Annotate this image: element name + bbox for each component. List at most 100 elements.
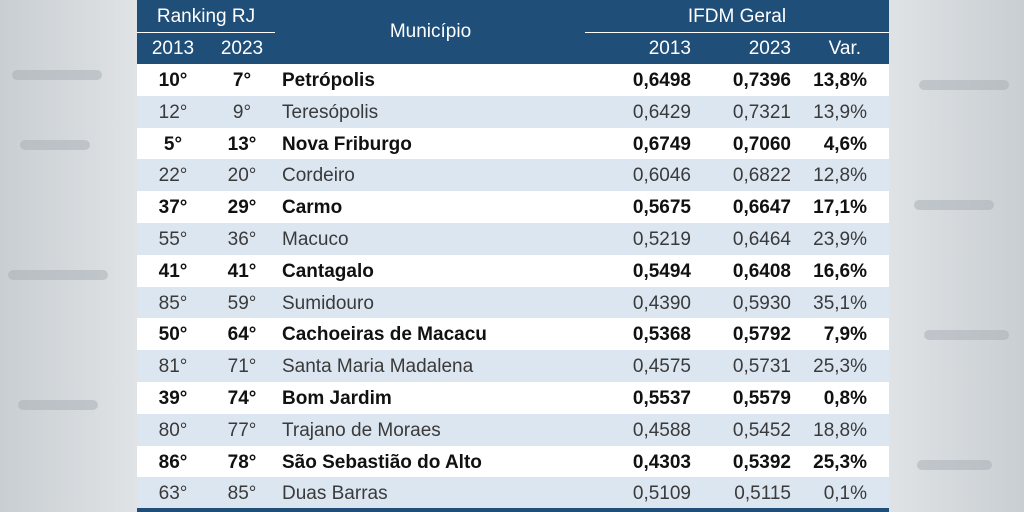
ifdm-2013-cell: 0,4390	[632, 292, 691, 314]
rank-2023-cell: 9°	[232, 101, 252, 123]
ranking-rj-header: Ranking RJ	[156, 6, 256, 27]
municipio-cell: Duas Barras	[282, 483, 388, 505]
blurred-text	[924, 330, 1009, 340]
municipio-cell: Bom Jardim	[282, 388, 392, 409]
ifdm-2023-cell: 0,5792	[732, 324, 791, 346]
var-cell: 12,8%	[813, 165, 867, 187]
var-cell: 7,9%	[823, 324, 867, 346]
ifdm-2013-cell: 0,4588	[632, 419, 691, 441]
municipio-cell: Santa Maria Madalena	[282, 356, 474, 378]
rank-2023-cell: 20°	[227, 165, 257, 187]
blurred-text	[8, 270, 108, 280]
ifdm-2013-cell: 0,5219	[632, 229, 691, 250]
ifdm-2013-cell: 0,6498	[632, 70, 691, 91]
ifdm-2023-header: 2023	[748, 38, 791, 59]
rank-2013-cell: 22°	[158, 165, 188, 187]
rank-2013-cell: 81°	[158, 356, 188, 378]
blurred-text	[917, 460, 992, 470]
table-bottom-border	[137, 508, 889, 512]
rank-2013-cell: 80°	[158, 419, 188, 441]
rank-2023-header: 2023	[220, 38, 264, 59]
municipio-cell: Nova Friburgo	[282, 133, 412, 155]
ifdm-2023-cell: 0,5731	[732, 356, 791, 378]
rank-2023-cell: 59°	[227, 292, 257, 314]
municipio-cell: Sumidouro	[282, 292, 374, 314]
table-row: 12° 9° Teresópolis 0,6429 0,7321 13,9%	[137, 95, 889, 128]
rank-2023-cell: 7°	[232, 70, 252, 91]
ifdm-2023-cell: 0,5115	[734, 483, 791, 505]
rank-2023-cell: 41°	[227, 260, 257, 282]
var-cell: 23,9%	[813, 229, 867, 250]
var-cell: 16,6%	[813, 260, 867, 282]
rank-2023-cell: 78°	[227, 451, 257, 473]
ifdm-2013-cell: 0,5537	[632, 388, 691, 409]
var-cell: 0,8%	[823, 388, 867, 409]
rank-2023-cell: 36°	[227, 229, 257, 250]
rank-2023-cell: 29°	[227, 197, 257, 219]
rank-2013-cell: 39°	[158, 388, 188, 409]
ifdm-2013-cell: 0,5109	[632, 483, 691, 505]
rank-2023-cell: 85°	[227, 483, 257, 505]
var-cell: 25,3%	[813, 356, 867, 378]
blurred-text	[914, 200, 994, 210]
table-row: 41° 41° Cantagalo 0,5494 0,6408 16,6%	[137, 254, 889, 287]
table-row: 10° 7° Petrópolis 0,6498 0,7396 13,8%	[137, 64, 889, 96]
blurred-background-right	[889, 0, 1024, 512]
ifdm-2013-cell: 0,5368	[632, 324, 691, 346]
rank-2013-cell: 86°	[158, 451, 188, 473]
municipio-header: Município	[389, 21, 472, 42]
rank-2023-cell: 71°	[227, 356, 257, 378]
rank-2013-cell: 12°	[158, 101, 188, 123]
municipio-cell: Cantagalo	[282, 260, 374, 282]
ifdm-2023-cell: 0,5452	[732, 419, 791, 441]
ifdm-2023-cell: 0,6408	[732, 260, 791, 282]
blurred-text	[12, 70, 102, 80]
ifdm-2013-cell: 0,6429	[632, 101, 691, 123]
var-cell: 0,1%	[823, 483, 867, 505]
rank-2013-cell: 10°	[158, 70, 188, 91]
ifdm-2023-cell: 0,7321	[732, 101, 791, 123]
ifdm-2013-cell: 0,4303	[632, 451, 691, 473]
ifdm-2023-cell: 0,6464	[732, 229, 791, 250]
table-row: 80° 77° Trajano de Moraes 0,4588 0,5452 18,8%	[137, 413, 889, 446]
rank-2013-cell: 55°	[158, 229, 188, 250]
var-cell: 17,1%	[813, 197, 867, 219]
rank-2013-cell: 37°	[158, 197, 188, 219]
ifdm-2013-cell: 0,6749	[632, 133, 691, 155]
rank-2013-cell: 41°	[158, 260, 188, 282]
header-divider	[137, 32, 275, 33]
ifdm-2023-cell: 0,7060	[732, 133, 791, 155]
rank-2023-cell: 74°	[227, 388, 257, 409]
table-row: 37° 29° Carmo 0,5675 0,6647 17,1%	[137, 191, 889, 223]
rank-2013-cell: 5°	[163, 133, 183, 155]
var-cell: 18,8%	[813, 419, 867, 441]
rank-2023-cell: 13°	[227, 133, 257, 155]
table-row: 86° 78° São Sebastião do Alto 0,4303 0,5392 2…	[137, 445, 889, 478]
table-row: 50° 64° Cachoeiras de Macacu 0,5368 0,5792 7,…	[137, 318, 889, 351]
rank-2013-cell: 63°	[158, 483, 188, 505]
municipio-cell: Teresópolis	[282, 101, 379, 123]
var-cell: 4,6%	[823, 133, 867, 155]
rank-2023-cell: 64°	[227, 324, 257, 346]
ifdm-2023-cell: 0,5392	[732, 451, 791, 473]
rank-2013-header: 2013	[151, 38, 195, 59]
blurred-text	[20, 140, 90, 150]
table-row: 85° 59° Sumidouro 0,4390 0,5930 35,1%	[137, 286, 889, 319]
blurred-text	[18, 400, 98, 410]
rank-2013-cell: 85°	[158, 292, 188, 314]
blurred-text	[919, 80, 1009, 90]
table-row: 39° 74° Bom Jardim 0,5537 0,5579 0,8%	[137, 382, 889, 414]
table-row: 5° 13° Nova Friburgo 0,6749 0,7060 4,6%	[137, 127, 889, 160]
ifdm-2023-cell: 0,6822	[732, 165, 791, 187]
ifdm-geral-header: IFDM Geral	[687, 6, 787, 27]
header-divider	[585, 32, 889, 33]
municipio-cell: Carmo	[282, 197, 343, 219]
ifdm-2013-header: 2013	[648, 38, 691, 59]
municipio-cell: Cordeiro	[282, 165, 355, 187]
municipio-cell: São Sebastião do Alto	[282, 451, 482, 473]
ifdm-2013-cell: 0,5675	[632, 197, 691, 219]
table-header: Ranking RJ 2013 2023 Município IFDM Gera…	[137, 0, 889, 64]
var-cell: 35,1%	[813, 292, 867, 314]
municipio-cell: Trajano de Moraes	[282, 419, 441, 441]
ifdm-2013-cell: 0,4575	[632, 356, 691, 378]
